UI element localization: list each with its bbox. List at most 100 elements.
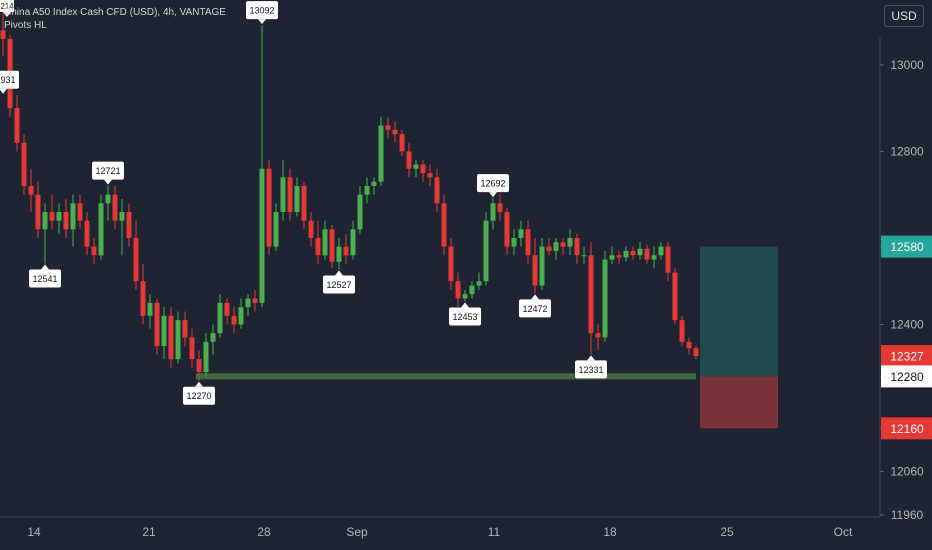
pivot-box (0, 70, 19, 89)
candle-body (105, 194, 111, 204)
candle-body (98, 203, 104, 256)
candle-body (259, 168, 265, 303)
candle-body (301, 186, 307, 221)
time-tick-label: 11 (488, 525, 501, 539)
candle-body (420, 164, 426, 174)
candle-body (651, 255, 657, 260)
time-tick-label: Oct (834, 525, 853, 539)
price-tick-label: 12400 (890, 317, 924, 331)
price-badge: 12580 (881, 235, 932, 258)
candle-body (224, 302, 230, 316)
currency-button[interactable]: USD (884, 5, 924, 27)
pivot-low-label: 12453 (449, 302, 481, 326)
candle-body (63, 211, 69, 230)
candle-body (371, 181, 377, 187)
candle-body (476, 281, 482, 286)
pivot-value: 12721 (95, 166, 120, 176)
candle-body (574, 237, 580, 256)
pivot-value: 214 (0, 2, 14, 11)
candle-body (77, 203, 83, 221)
price-badge: 12160 (881, 417, 932, 440)
candle-body (616, 255, 622, 258)
pivot-high-label: 12931 (0, 70, 19, 94)
candle-body (385, 125, 391, 130)
candle-body (518, 229, 524, 238)
candle-body (182, 320, 188, 338)
time-tick-label: 18 (603, 525, 617, 539)
candle-body (448, 246, 454, 282)
candle-body (350, 229, 356, 256)
candle-body (364, 186, 370, 195)
pivot-value: 13092 (249, 6, 274, 16)
candle-body (140, 281, 146, 316)
candle-body (455, 281, 461, 299)
candle-body (462, 294, 468, 299)
candle-body (525, 229, 531, 256)
candle-body (469, 285, 475, 295)
candle-body (126, 211, 132, 238)
candle-body (84, 220, 90, 247)
candle-body (658, 246, 664, 256)
pivot-pointer (104, 179, 112, 185)
price-tick-label: 11960 (891, 508, 924, 522)
candle-body (56, 211, 62, 221)
candle-body (308, 220, 314, 238)
candle-body (336, 246, 342, 262)
pivot-value: 12931 (0, 75, 16, 85)
pivot-box (183, 386, 215, 405)
candle-body (91, 246, 97, 256)
pivot-box (29, 269, 61, 288)
candle-body (154, 302, 160, 347)
pivot-box (519, 299, 551, 318)
pivot-box (246, 1, 278, 20)
candle-body (567, 237, 573, 247)
pivot-pointer (531, 294, 539, 300)
candle-body (14, 108, 20, 143)
pivot-low-label: 12331 (575, 355, 607, 379)
candle-body (119, 211, 125, 221)
price-badge-value: 12580 (890, 240, 924, 254)
candle-body (693, 348, 699, 357)
time-tick-label: Sep (346, 525, 368, 539)
candle-body (175, 320, 181, 360)
candle-body (343, 246, 349, 256)
price-tick-label: 12060 (890, 465, 924, 479)
candle-body (287, 177, 293, 212)
candle-body (497, 203, 503, 212)
candle-body (637, 248, 643, 256)
candle-body (532, 255, 538, 286)
price-axis[interactable]: 11960 12060 12160 12280 12400 12580 12800 13000… (879, 36, 932, 522)
candle-body (322, 229, 328, 256)
time-axis[interactable]: 14 21 28 Sep 11 18 25 Oct (0, 516, 880, 539)
pivot-value: 12331 (578, 365, 603, 375)
time-tick-label: 28 (257, 525, 271, 539)
pivot-pointer (587, 355, 595, 361)
candle-body (112, 194, 118, 221)
candle-body (665, 246, 671, 273)
price-tick-label: 13000 (890, 58, 924, 72)
price-badge-box (881, 417, 932, 440)
candle-body (147, 302, 153, 316)
candle-body (161, 315, 167, 347)
stop-zone (700, 376, 778, 429)
candle-body (42, 211, 48, 230)
price-badge: 12280 (881, 365, 932, 388)
pivot-box (92, 161, 124, 180)
pivot-value: 12541 (32, 274, 57, 284)
price-badge-value: 12327 (890, 350, 924, 364)
pivot-value: 12692 (480, 179, 505, 189)
candle-body (196, 359, 202, 373)
candle-body (315, 237, 321, 256)
candle-body (294, 186, 300, 212)
pivot-pointer (335, 270, 343, 276)
price-badge-box (881, 235, 932, 258)
price-badge-box (881, 365, 932, 388)
candle-body (357, 194, 363, 230)
candle-body (392, 129, 398, 135)
candle-body (406, 151, 412, 169)
pivot-labels: 12541 12721 12270 13092 12527 12931 12453 12692… (0, 0, 607, 405)
pivot-low-label: 12270 (183, 381, 215, 405)
